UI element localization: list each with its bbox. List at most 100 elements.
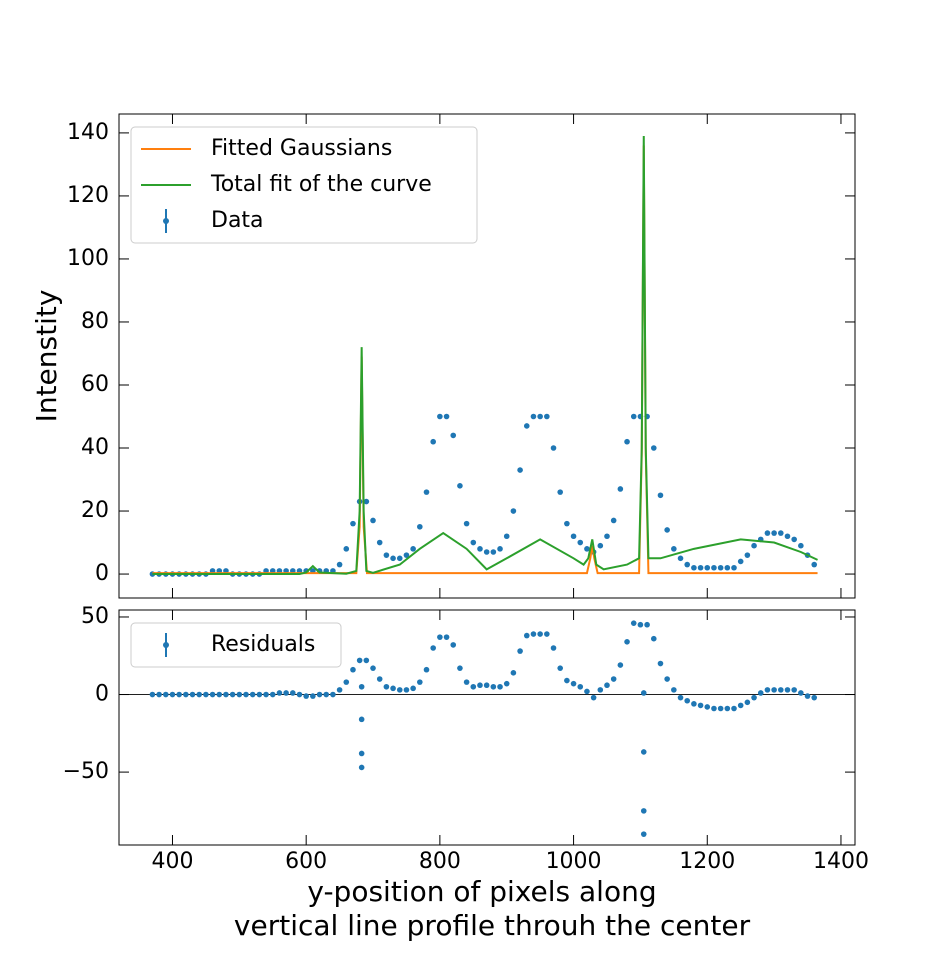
- x-tick-label: 800: [419, 849, 461, 874]
- data-point: [684, 561, 691, 568]
- data-point: [290, 690, 296, 696]
- data-point: [697, 702, 704, 709]
- data-point: [410, 546, 416, 552]
- data-point: [223, 691, 229, 698]
- data-point: [717, 705, 724, 712]
- x-tick-label: 1000: [546, 849, 602, 874]
- data-point: [376, 676, 383, 682]
- data-point: [330, 691, 336, 698]
- data-point: [497, 683, 503, 690]
- data-point: [249, 691, 256, 698]
- y-tick-label: 80: [81, 309, 109, 334]
- data-point: [523, 632, 530, 639]
- data-point: [564, 520, 570, 527]
- data-point: [537, 413, 543, 420]
- data-point: [697, 564, 704, 571]
- data-point: [610, 676, 617, 682]
- axes-frame: [118, 609, 856, 846]
- data-point: [189, 691, 196, 698]
- data-point: [764, 530, 771, 536]
- data-point: [577, 683, 584, 690]
- data-point: [640, 690, 647, 696]
- data-point: [570, 680, 577, 687]
- data-point: [390, 555, 396, 562]
- data-point: [437, 634, 443, 640]
- data-point: [597, 542, 604, 549]
- x-tick-label: 1200: [679, 849, 735, 874]
- data-point: [804, 693, 811, 699]
- data-point: [564, 677, 570, 684]
- data-point: [490, 549, 497, 555]
- data-point: [477, 546, 483, 552]
- data-point: [336, 561, 343, 568]
- data-point: [296, 691, 303, 698]
- data-point: [617, 486, 624, 492]
- data-point: [637, 621, 644, 628]
- data-point: [403, 552, 410, 558]
- y-tick-label: 0: [95, 561, 109, 586]
- data-point: [350, 666, 356, 673]
- data-point: [310, 693, 316, 699]
- data-point: [370, 517, 376, 524]
- data-point: [771, 530, 777, 536]
- data-point: [777, 530, 784, 536]
- data-point: [483, 682, 490, 689]
- data-point: [704, 564, 711, 571]
- data-point: [162, 691, 169, 698]
- data-point: [363, 498, 370, 505]
- data-point: [737, 702, 744, 709]
- data-point: [457, 665, 463, 671]
- data-point: [343, 679, 350, 685]
- legend-label: Residuals: [211, 632, 315, 657]
- data-point: [376, 539, 383, 546]
- legend-swatch: [163, 642, 169, 648]
- data-point: [744, 699, 751, 706]
- data-point: [263, 691, 269, 698]
- data-point: [590, 694, 597, 701]
- data-point: [650, 635, 657, 642]
- data-point: [798, 542, 804, 549]
- data-point: [390, 685, 396, 692]
- data-point: [757, 690, 764, 696]
- data-point: [269, 691, 276, 698]
- data-point: [396, 555, 403, 562]
- data-point: [677, 555, 684, 562]
- data-point: [691, 701, 697, 707]
- data-point: [256, 691, 263, 698]
- data-point: [724, 564, 731, 571]
- data-point: [577, 539, 584, 546]
- plot-area: [149, 620, 818, 837]
- data-point: [356, 657, 363, 664]
- data-point: [503, 680, 510, 687]
- data-point: [664, 527, 670, 533]
- data-point: [443, 634, 450, 640]
- data-point: [671, 687, 677, 693]
- data-point: [417, 679, 423, 685]
- data-point: [169, 691, 176, 698]
- data-point: [640, 749, 647, 755]
- data-point: [510, 670, 517, 676]
- data-point: [731, 564, 737, 571]
- data-point: [791, 536, 797, 543]
- data-point: [771, 687, 777, 693]
- data-point: [517, 648, 523, 654]
- data-point: [617, 662, 624, 668]
- data-point: [149, 691, 156, 698]
- data-point: [664, 676, 670, 682]
- data-point: [784, 533, 791, 540]
- data-point: [584, 688, 590, 695]
- data-point: [430, 645, 436, 651]
- data-point: [196, 691, 203, 698]
- legend-box: [130, 622, 342, 668]
- data-point: [463, 679, 470, 685]
- data-point: [470, 683, 477, 690]
- data-point: [403, 687, 410, 693]
- data-point: [470, 539, 477, 546]
- data-point: [423, 666, 430, 673]
- data-point: [336, 687, 343, 693]
- data-point: [624, 438, 630, 445]
- data-point: [523, 423, 530, 429]
- data-point: [323, 691, 330, 698]
- y-tick-label: 40: [81, 435, 109, 460]
- data-point: [764, 687, 771, 693]
